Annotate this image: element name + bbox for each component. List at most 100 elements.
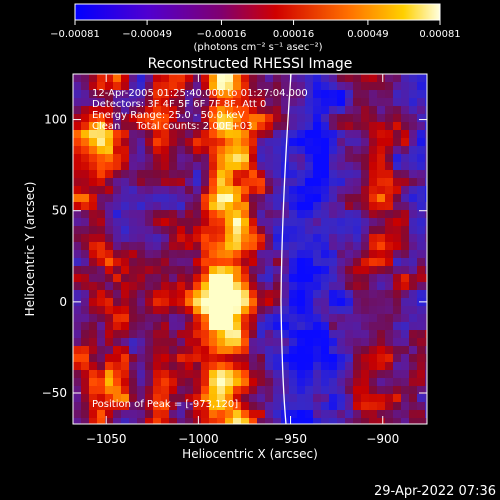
heatmap-cell <box>177 154 186 163</box>
heatmap-cell <box>153 266 162 275</box>
heatmap-cell <box>297 322 306 331</box>
heatmap-cell <box>177 82 186 91</box>
heatmap-cell <box>329 194 338 203</box>
heatmap-cell <box>257 274 266 283</box>
heatmap-cell <box>417 210 426 219</box>
heatmap-cell <box>233 106 242 115</box>
heatmap-cell <box>353 354 362 363</box>
heatmap-cell <box>241 162 250 171</box>
heatmap-cell <box>233 146 242 155</box>
heatmap-cell <box>233 82 242 91</box>
heatmap-cell <box>417 178 426 187</box>
heatmap-cell <box>185 354 194 363</box>
heatmap-cell <box>377 178 386 187</box>
heatmap-cell <box>113 74 122 83</box>
heatmap-cell <box>145 122 154 131</box>
heatmap-cell <box>137 154 146 163</box>
heatmap-cell <box>121 226 130 235</box>
heatmap-cell <box>369 130 378 139</box>
heatmap-cell <box>265 146 274 155</box>
heatmap-cell <box>113 82 122 91</box>
heatmap-cell <box>353 106 362 115</box>
heatmap-cell <box>297 186 306 195</box>
heatmap-cell <box>217 234 226 243</box>
heatmap-cell <box>233 418 242 424</box>
heatmap-cell <box>209 202 218 211</box>
heatmap-cell <box>353 218 362 227</box>
heatmap-cell <box>393 194 402 203</box>
heatmap-cell <box>73 82 82 91</box>
heatmap-cell <box>369 330 378 339</box>
heatmap-cell <box>409 298 418 307</box>
heatmap-cell <box>417 330 426 339</box>
heatmap-cell <box>121 242 130 251</box>
heatmap-cell <box>289 74 298 83</box>
heatmap-cell <box>369 106 378 115</box>
heatmap-cell <box>345 410 354 419</box>
heatmap-cell <box>329 354 338 363</box>
heatmap-cell <box>241 418 250 424</box>
heatmap-cell <box>241 410 250 419</box>
heatmap-cell <box>385 202 394 211</box>
heatmap-cell <box>129 338 138 347</box>
heatmap-cell <box>241 234 250 243</box>
heatmap-cell <box>81 338 90 347</box>
heatmap-cell <box>113 250 122 259</box>
heatmap-cell <box>89 122 98 131</box>
heatmap-cell <box>281 306 290 315</box>
heatmap-cell <box>417 354 426 363</box>
heatmap-cell <box>241 306 250 315</box>
heatmap-cell <box>305 234 314 243</box>
heatmap-cell <box>185 106 194 115</box>
heatmap-cell <box>137 298 146 307</box>
heatmap-cell <box>121 250 130 259</box>
heatmap-cell <box>169 122 178 131</box>
heatmap-cell <box>97 378 106 387</box>
heatmap-cell <box>217 226 226 235</box>
heatmap-cell <box>273 194 282 203</box>
heatmap-cell <box>89 218 98 227</box>
heatmap-cell <box>313 298 322 307</box>
heatmap-cell <box>73 210 82 219</box>
heatmap-cell <box>201 114 210 123</box>
heatmap-cell <box>121 74 130 83</box>
heatmap-cell <box>417 202 426 211</box>
heatmap-cell <box>313 330 322 339</box>
heatmap-cell <box>385 90 394 99</box>
heatmap-cell <box>401 386 410 395</box>
heatmap-cell <box>377 250 386 259</box>
heatmap-cell <box>97 146 106 155</box>
heatmap-cell <box>273 178 282 187</box>
heatmap-cell <box>145 338 154 347</box>
heatmap-cell <box>297 402 306 411</box>
heatmap-cell <box>273 202 282 211</box>
heatmap-cell <box>369 114 378 123</box>
heatmap-cell <box>193 370 202 379</box>
heatmap-cell <box>257 146 266 155</box>
heatmap-cell <box>185 170 194 179</box>
x-tick-label: −1050 <box>86 432 127 446</box>
heatmap-cell <box>209 282 218 291</box>
heatmap-cell <box>273 90 282 99</box>
heatmap-cell <box>73 226 82 235</box>
heatmap-cell <box>209 90 218 99</box>
heatmap-cell <box>425 90 427 99</box>
heatmap-cell <box>169 146 178 155</box>
heatmap-cell <box>297 394 306 403</box>
heatmap-cell <box>153 106 162 115</box>
heatmap-cell <box>329 322 338 331</box>
heatmap-cell <box>353 242 362 251</box>
heatmap-cell <box>369 346 378 355</box>
heatmap-cell <box>121 154 130 163</box>
heatmap-cell <box>329 298 338 307</box>
heatmap-cell <box>113 242 122 251</box>
heatmap-cell <box>185 346 194 355</box>
heatmap-cell <box>217 290 226 299</box>
heatmap-cell <box>137 74 146 83</box>
heatmap-cell <box>217 418 226 424</box>
heatmap-cell <box>353 362 362 371</box>
heatmap-cell <box>89 330 98 339</box>
heatmap-cell <box>137 90 146 99</box>
heatmap-cell <box>313 226 322 235</box>
heatmap-cell <box>353 258 362 267</box>
